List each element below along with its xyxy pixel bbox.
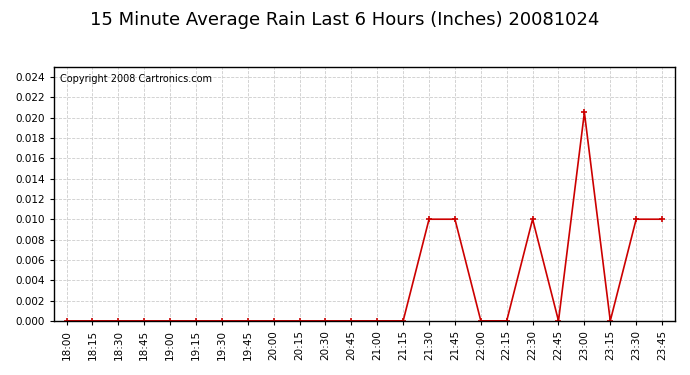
Text: Copyright 2008 Cartronics.com: Copyright 2008 Cartronics.com xyxy=(60,74,212,84)
Text: 15 Minute Average Rain Last 6 Hours (Inches) 20081024: 15 Minute Average Rain Last 6 Hours (Inc… xyxy=(90,11,600,29)
